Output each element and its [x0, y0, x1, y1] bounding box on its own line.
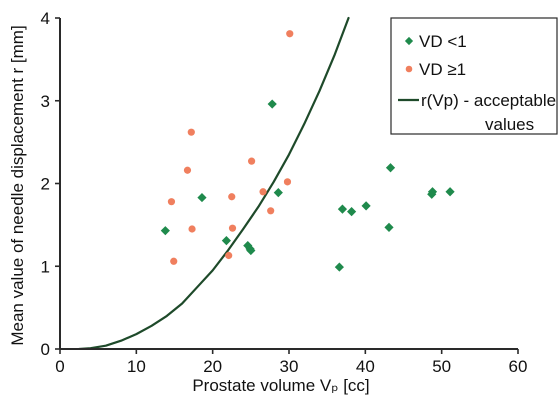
vd-ge-1-point — [170, 257, 178, 265]
vd-lt-1-point — [427, 187, 438, 197]
legend-curve-label: r(Vp) - acceptable values — [421, 91, 556, 134]
vd-lt-1-point — [337, 204, 348, 214]
y-axis-title: Mean value of needle displacement r [mm] — [8, 25, 27, 345]
vd-lt-1-point — [445, 187, 455, 197]
vd-lt-1-point — [246, 245, 256, 256]
vd-lt-1-point — [384, 222, 394, 232]
y-tick-label: 4 — [41, 9, 50, 28]
axes-layer: 0 10 20 30 40 50 60 0 1 2 3 4 — [41, 9, 528, 376]
vd-ge-1-point — [167, 198, 176, 206]
vd-lt-1-point — [267, 99, 277, 109]
x-axis-title: Prostate volume Vₚ [cc] — [192, 376, 369, 395]
vd-lt-1-point — [346, 207, 357, 217]
legend-vd-ge-1-marker — [405, 65, 413, 73]
vd-lt-1-point — [273, 188, 283, 198]
y-tick-label: 2 — [41, 175, 50, 194]
vd-ge-1-point — [267, 207, 275, 215]
x-tick-label: 0 — [55, 357, 64, 376]
vd-ge-1-point — [187, 128, 195, 136]
y-tick-label: 0 — [41, 340, 50, 359]
plot-layer — [77, 16, 455, 349]
vd-ge-1-point — [183, 166, 192, 174]
y-tick-label: 3 — [41, 92, 50, 111]
vd-ge-1-point — [225, 251, 233, 260]
vd-ge-1-point — [259, 188, 267, 196]
legend-vd-lt-1-marker — [404, 36, 414, 46]
vd-lt-1-point — [334, 262, 344, 272]
x-tick-label: 60 — [509, 357, 528, 376]
vd-lt-1-point — [221, 235, 232, 246]
legend-vd-ge-1-label: VD ≥1 — [419, 60, 466, 79]
vd-ge-1-point — [228, 224, 237, 232]
vd-ge-1-point — [228, 193, 236, 201]
vd-ge-1-point — [247, 157, 256, 165]
vd-lt-1-point — [385, 163, 396, 173]
x-tick-label: 10 — [127, 357, 146, 376]
y-tick-label: 1 — [41, 257, 50, 276]
vd-lt-1-point — [160, 226, 170, 236]
vd-lt-1-point — [197, 192, 207, 203]
vd-ge-1-point — [286, 30, 294, 38]
legend: VD <1 VD ≥1 r(Vp) - acceptable values — [390, 17, 558, 135]
vd-ge-1-point — [283, 178, 292, 186]
vd-lt-1-point — [361, 201, 371, 211]
legend-vd-lt-1-label: VD <1 — [419, 32, 467, 51]
x-tick-label: 50 — [432, 357, 451, 376]
x-tick-label: 30 — [280, 357, 299, 376]
x-tick-label: 40 — [356, 357, 375, 376]
x-tick-label: 20 — [203, 357, 222, 376]
acceptable-values-curve — [77, 16, 350, 349]
legend-box — [390, 17, 558, 135]
vd-ge-1-point — [188, 225, 196, 233]
